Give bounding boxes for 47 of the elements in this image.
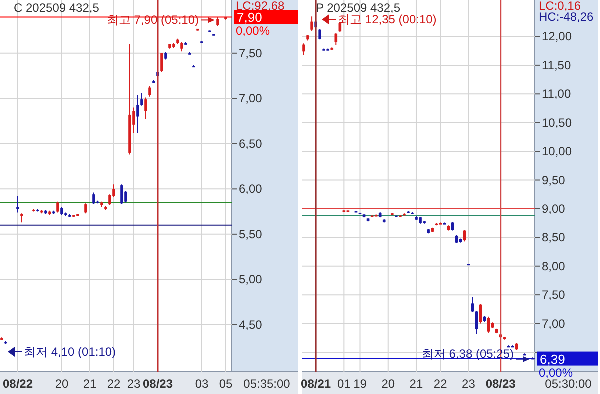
x-tick-label: 08/23: [142, 377, 174, 391]
annotation: 최저 4,10 (01:10): [24, 344, 116, 359]
ref-line-label: 7,90: [237, 10, 262, 26]
y-tick-label: 7,00: [542, 316, 566, 331]
text: 0,00%: [236, 24, 270, 38]
x-axis-title: 05:35:00: [244, 377, 291, 391]
text: 0,00%: [539, 366, 574, 380]
y-tick-label: 9,50: [542, 173, 566, 188]
chart-title: P 202509 432,5: [316, 1, 401, 15]
x-tick-label: 20: [382, 377, 396, 391]
y-tick-label: 4,50: [239, 318, 263, 332]
y-tick-label: 5,00: [239, 272, 263, 287]
text: LC:92,68: [236, 0, 286, 13]
x-tick-label: 01: [338, 377, 352, 391]
x-axis-title: 05:30:00: [545, 377, 592, 391]
x-tick-label: 05: [219, 377, 233, 391]
x-tick-label: 08/23: [486, 377, 516, 391]
y-tick-label: 8,50: [542, 230, 566, 245]
ref-line-label: 6,39: [540, 352, 566, 367]
x-tick-label: 20: [55, 377, 69, 391]
y-tick-label: 8,00: [542, 259, 566, 274]
y-tick-label: 6,50: [239, 136, 263, 151]
x-tick-label: 21: [410, 377, 424, 391]
x-tick-label: 21: [83, 377, 97, 391]
x-tick-label: 08/21: [301, 377, 332, 391]
x-tick-label: 22: [107, 377, 121, 391]
chart-title: C 202509 432,5: [14, 1, 100, 15]
y-tick-label: 11,50: [542, 58, 572, 72]
y-tick-label: 10,00: [542, 144, 572, 159]
y-tick-label: 10,50: [542, 116, 572, 130]
x-tick-label: 23: [127, 377, 141, 391]
y-tick-label: 7,50: [542, 288, 566, 302]
annotation: 최고 12,35 (00:10): [338, 12, 437, 27]
y-tick-label: 6,00: [239, 182, 263, 196]
y-tick-label: 9,00: [542, 202, 566, 216]
text: LC:0,16: [539, 0, 582, 13]
y-tick-label: 7,50: [239, 46, 263, 60]
y-tick-label: 5,50: [239, 227, 263, 242]
y-tick-label: 11,00: [542, 87, 572, 102]
x-tick-label: 03: [195, 377, 209, 391]
x-tick-label: 08/22: [2, 377, 34, 391]
x-tick-label: 19: [354, 377, 368, 391]
x-tick-label: 23: [462, 377, 476, 391]
y-tick-label: 12,00: [542, 30, 572, 44]
y-tick-label: 7,00: [239, 92, 263, 106]
text: HC:-48,26: [539, 10, 594, 24]
x-tick-label: 22: [434, 377, 448, 391]
